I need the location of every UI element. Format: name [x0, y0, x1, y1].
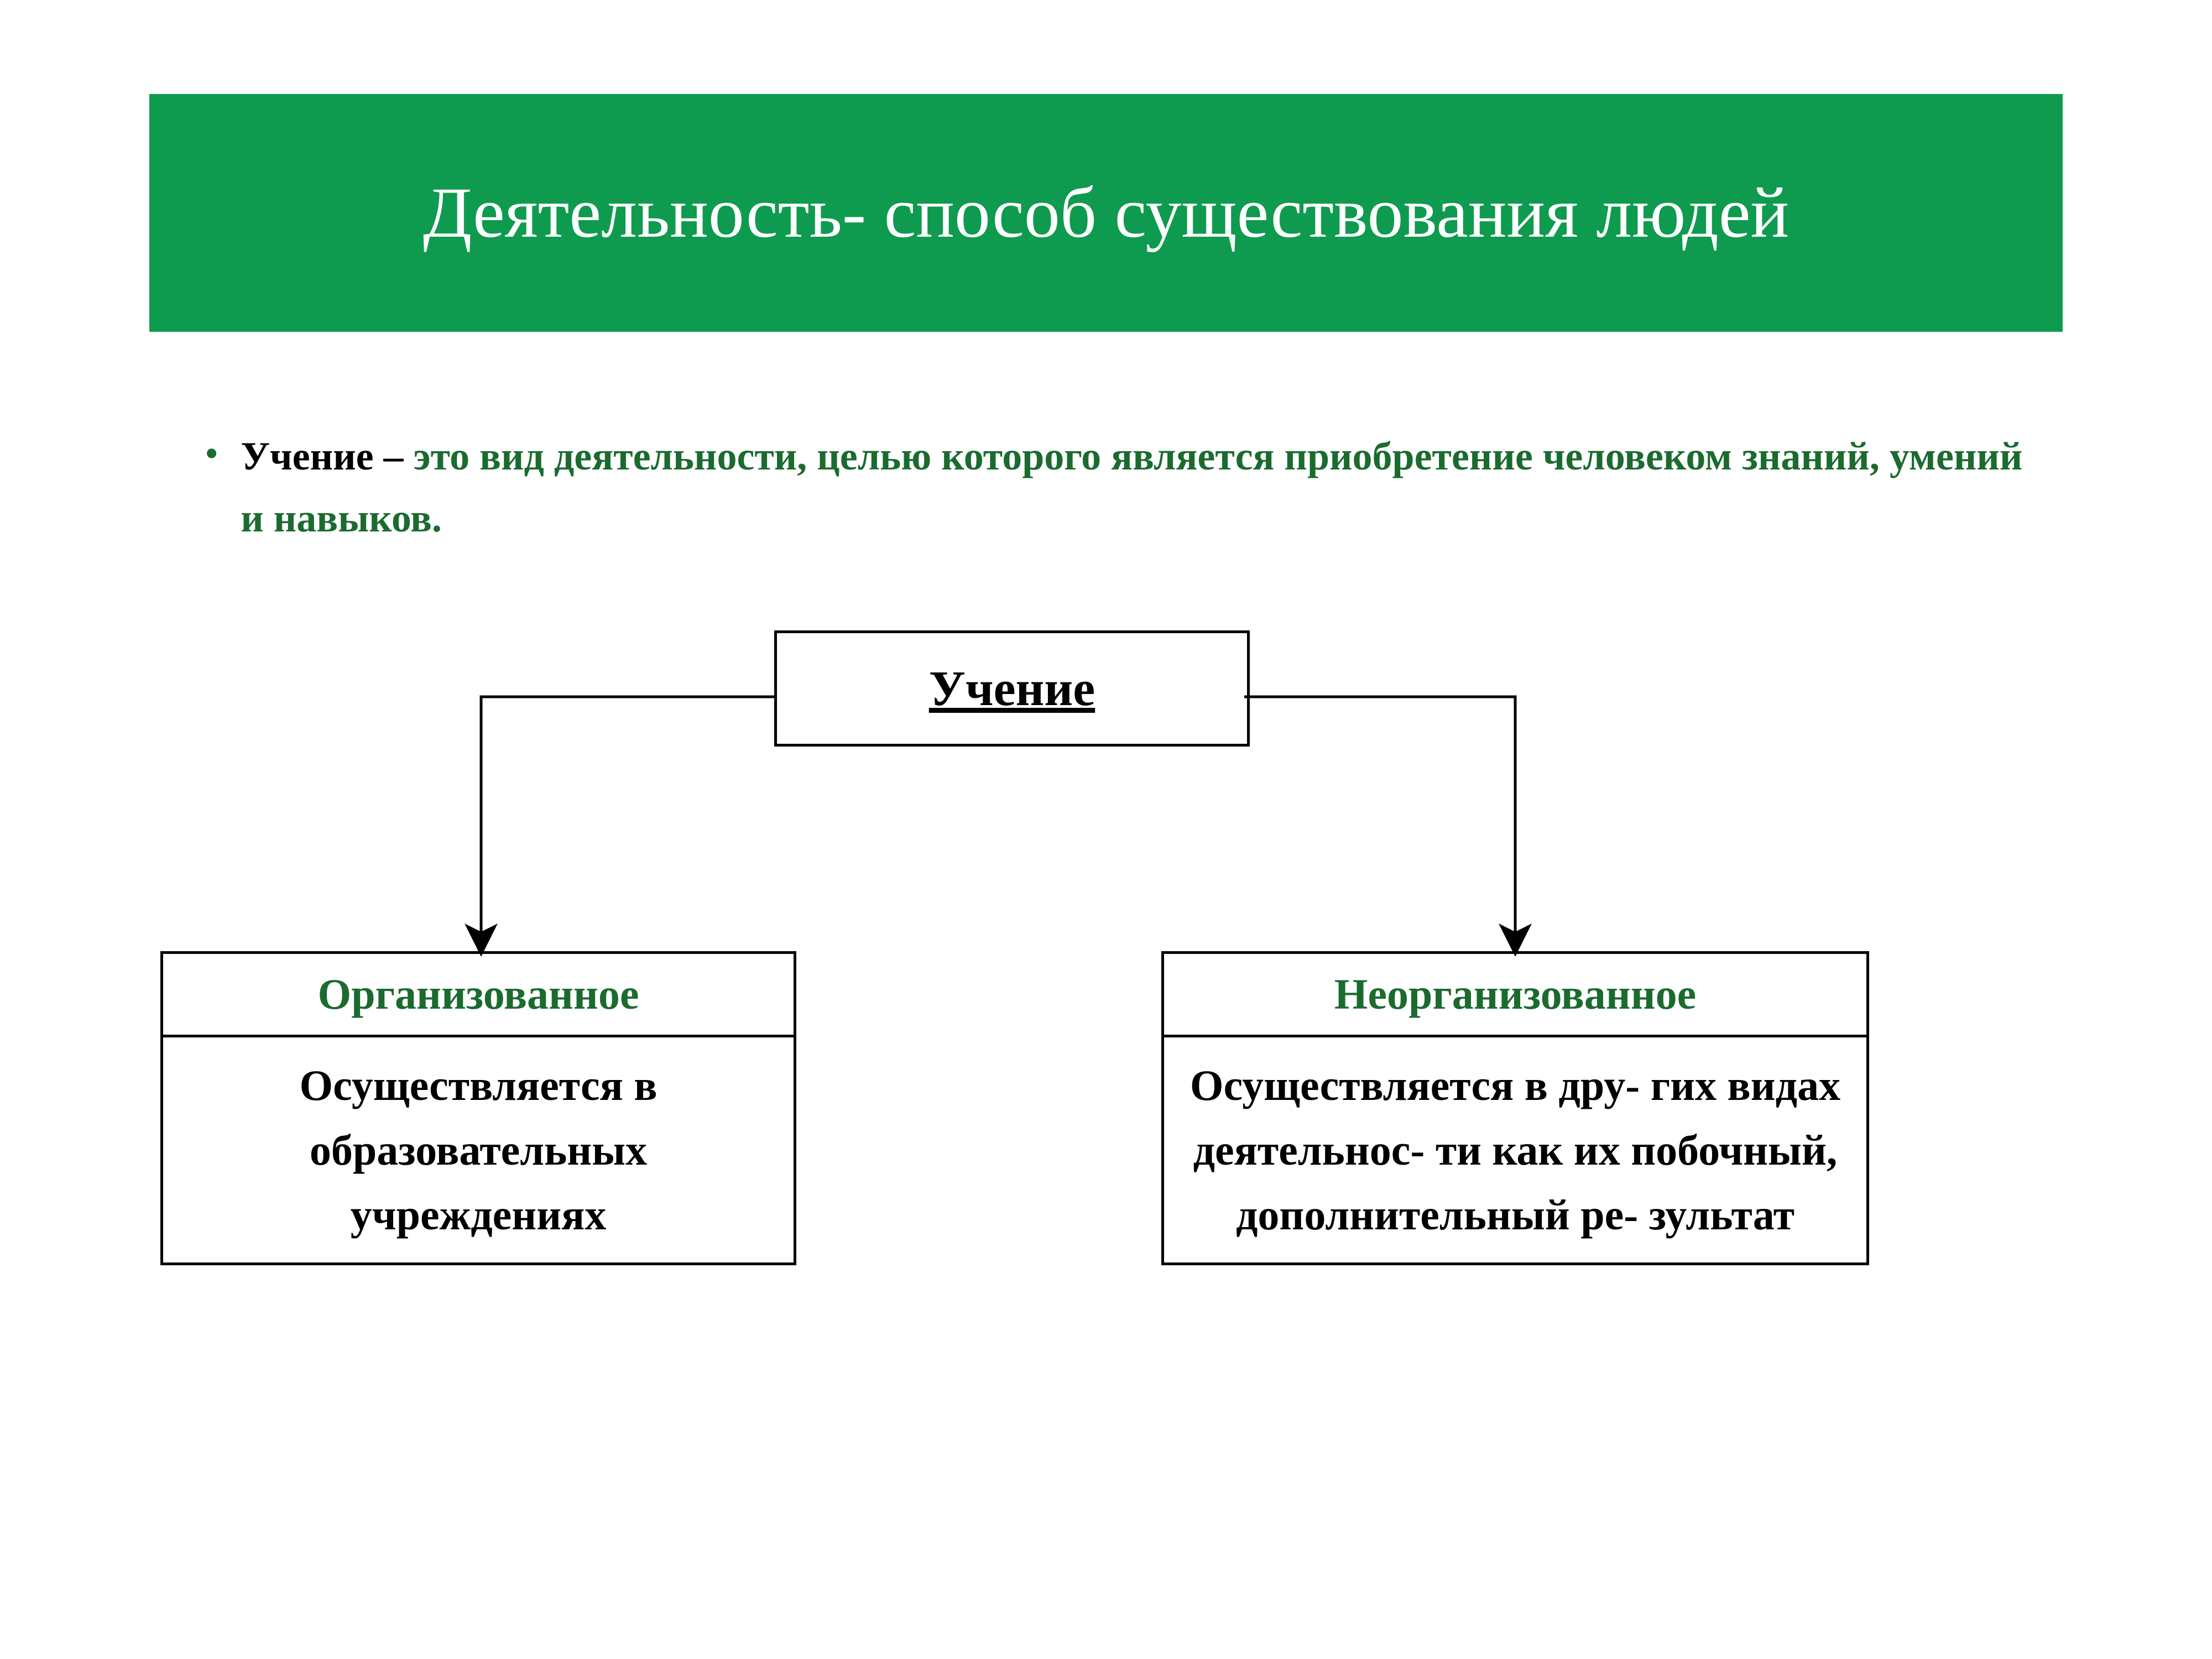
bullet-row: • Учение – это вид деятельности, целью к… [205, 426, 2030, 549]
slide-title: Деятельность- способ существования людей [423, 171, 1789, 254]
connector-right [1244, 697, 1515, 940]
bullet-lead: Учение – [241, 434, 413, 478]
diagram-left-branch: Организованное Осуществляется в образова… [160, 951, 796, 1265]
bullet-rest: это вид деятельности, целью которого явл… [241, 434, 2022, 540]
diagram-root-label: Учение [929, 660, 1095, 717]
diagram-root-box: Учение [774, 630, 1250, 747]
left-branch-body: Осуществляется в образовательных учрежде… [160, 1037, 796, 1265]
right-branch-head: Неорганизованное [1161, 951, 1869, 1037]
diagram-right-branch: Неорганизованное Осуществляется в дру- г… [1161, 951, 1869, 1265]
bullet-text: Учение – это вид деятельности, целью кот… [241, 426, 2030, 549]
slide: Деятельность- способ существования людей… [0, 0, 2212, 1659]
title-bar: Деятельность- способ существования людей [149, 94, 2063, 332]
bullet-marker-icon: • [205, 426, 218, 482]
definition-bullet: • Учение – это вид деятельности, целью к… [205, 426, 2030, 549]
connector-left [481, 697, 774, 940]
left-branch-head: Организованное [160, 951, 796, 1037]
right-branch-body: Осуществляется в дру- гих видах деятельн… [1161, 1037, 1869, 1265]
